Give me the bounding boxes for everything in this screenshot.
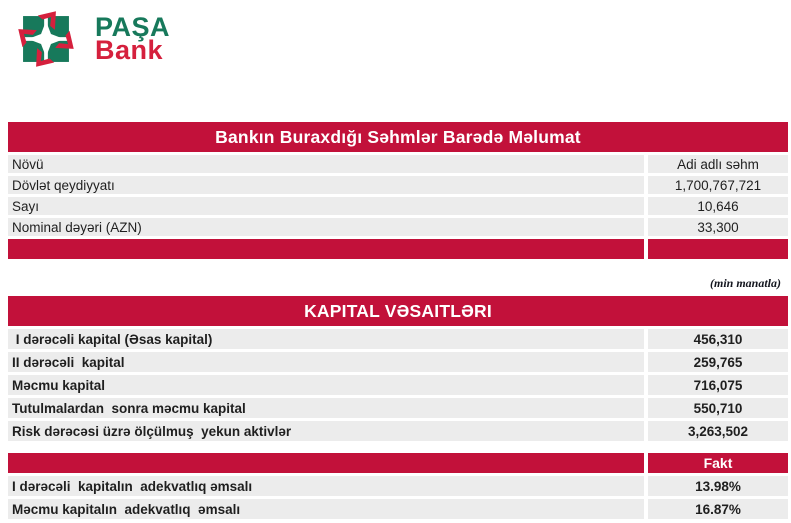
row-value: 3,263,502 <box>648 421 788 441</box>
row-label: I dərəcəli kapitalın adekvatlıq əmsalı <box>8 476 644 496</box>
row-value: 456,310 <box>648 329 788 349</box>
table-row: Məcmu kapitalın adekvatlıq əmsalı 16.87% <box>8 499 788 519</box>
row-label: Növü <box>8 155 644 173</box>
table-row: Sayı 10,646 <box>8 197 788 215</box>
table-row: Dövlət qeydiyyatı 1,700,767,721 <box>8 176 788 194</box>
table-row: Məcmu kapital 716,075 <box>8 375 788 395</box>
adequacy-table: Fakt I dərəcəli kapitalın adekvatlıq əms… <box>8 453 788 519</box>
row-label: Məcmu kapitalın adekvatlıq əmsalı <box>8 499 644 519</box>
units-note: (min manatla) <box>709 276 781 290</box>
row-value: 13.98% <box>648 476 788 496</box>
table-row: I dərəcəli kapitalın adekvatlıq əmsalı 1… <box>8 476 788 496</box>
row-label: Sayı <box>8 197 644 215</box>
table-row: Tutulmalardan sonra məcmu kapital 550,71… <box>8 398 788 418</box>
row-label: I dərəcəli kapital (Əsas kapital) <box>8 329 644 349</box>
row-label: Tutulmalardan sonra məcmu kapital <box>8 398 644 418</box>
brand-logo: PAŞA Bank <box>15 6 170 72</box>
row-value: 716,075 <box>648 375 788 395</box>
brand-wordmark: PAŞA Bank <box>95 12 171 65</box>
row-value: 550,710 <box>648 398 788 418</box>
brand-name-line1: PAŞA <box>95 12 171 42</box>
shares-table-title: Bankın Buraxdığı Səhmlər Barədə Məlumat <box>8 122 788 152</box>
table-row: II dərəcəli kapital 259,765 <box>8 352 788 372</box>
shares-table-footer-bar <box>8 239 788 259</box>
row-label: Dövlət qeydiyyatı <box>8 176 644 194</box>
row-label: Risk dərəcəsi üzrə ölçülmuş yekun aktivl… <box>8 421 644 441</box>
row-value: 10,646 <box>648 197 788 215</box>
row-value: 259,765 <box>648 352 788 372</box>
table-row: Növü Adi adlı səhm <box>8 155 788 173</box>
footer-bar-left-segment <box>8 239 644 259</box>
footer-bar-right-segment <box>648 239 788 259</box>
fakt-header-cell: Fakt <box>648 453 788 473</box>
row-label: Məcmu kapital <box>8 375 644 395</box>
row-value: 1,700,767,721 <box>648 176 788 194</box>
pasha-pinwheel-logo-icon <box>15 11 77 72</box>
row-label: Nominal dəyəri (AZN) <box>8 218 644 236</box>
capital-table-title: KAPITAL VƏSAITLƏRI <box>8 296 788 326</box>
row-value: 33,300 <box>648 218 788 236</box>
header-bar-left-segment <box>8 453 644 473</box>
table-row: I dərəcəli kapital (Əsas kapital) 456,31… <box>8 329 788 349</box>
row-value: Adi adlı səhm <box>648 155 788 173</box>
capital-table: KAPITAL VƏSAITLƏRI I dərəcəli kapital (Ə… <box>8 296 788 441</box>
brand-name-line2: Bank <box>95 35 164 65</box>
table-row: Nominal dəyəri (AZN) 33,300 <box>8 218 788 236</box>
table-row: Risk dərəcəsi üzrə ölçülmuş yekun aktivl… <box>8 421 788 441</box>
row-label: II dərəcəli kapital <box>8 352 644 372</box>
adequacy-header-bar: Fakt <box>8 453 788 473</box>
shares-table: Bankın Buraxdığı Səhmlər Barədə Məlumat … <box>8 122 788 259</box>
row-value: 16.87% <box>648 499 788 519</box>
